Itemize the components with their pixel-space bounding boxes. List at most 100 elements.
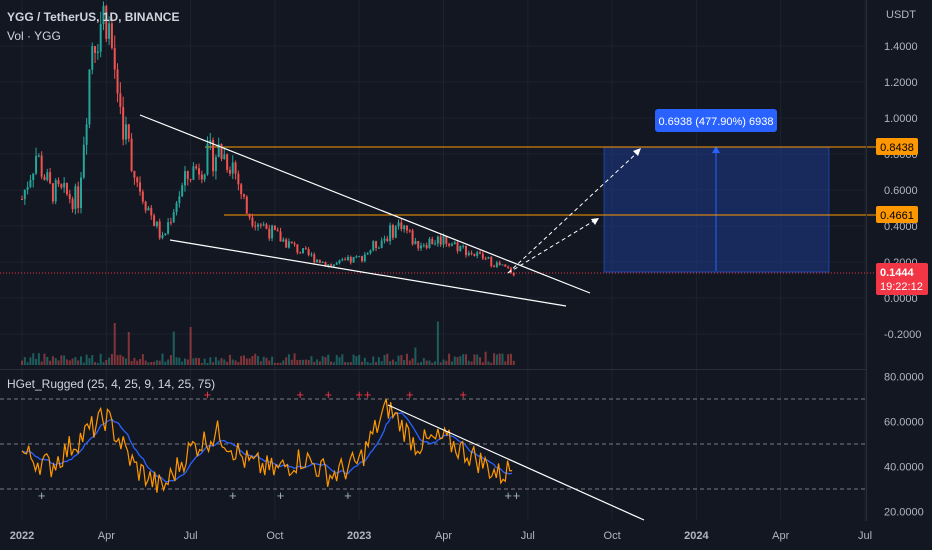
volume-bar xyxy=(484,351,487,365)
candle-body xyxy=(164,233,167,236)
indicator-tick-label: 80.0000 xyxy=(884,372,924,384)
candle-body xyxy=(234,162,237,174)
volume-bar xyxy=(35,358,38,365)
candle-body xyxy=(91,46,94,70)
indicator-legend[interactable]: HGet_Rugged (25, 4, 25, 9, 14, 25, 75) xyxy=(7,377,216,391)
rsi-ma-line[interactable] xyxy=(21,412,513,483)
volume-bar xyxy=(108,357,111,365)
volume-bar xyxy=(425,360,428,365)
time-tick-label: Jul xyxy=(858,530,872,542)
candle-body xyxy=(124,124,127,140)
time-axis[interactable]: 2022 Apr Jul Oct 2023 Apr Jul Oct 2024 Apr Jul xyxy=(10,530,872,542)
candle-body xyxy=(361,256,364,262)
volume-bar xyxy=(51,356,54,365)
volume-bar xyxy=(268,360,271,365)
volume-bar xyxy=(169,355,172,365)
candle-body xyxy=(74,186,77,210)
candle-body xyxy=(299,252,302,254)
candle-body xyxy=(411,230,414,245)
sell-signal-mark: + xyxy=(296,387,304,402)
candle-body xyxy=(189,179,192,181)
price-axis[interactable]: 1.40001.20001.00000.80000.60000.40000.20… xyxy=(884,41,921,341)
candle-body xyxy=(476,252,479,256)
symbol-title[interactable]: YGG / TetherUS, 1D, BINANCE xyxy=(7,10,179,24)
symbol-label: YGG / TetherUS, 1D, BINANCE xyxy=(7,10,180,24)
volume-bar xyxy=(504,361,507,365)
time-tick-label: Apr xyxy=(98,530,115,542)
candle-body xyxy=(102,5,105,25)
candle-body xyxy=(35,155,38,174)
volume-bar xyxy=(299,359,302,365)
candle-body xyxy=(307,249,310,255)
candle-body xyxy=(493,266,496,268)
volume-bar xyxy=(436,321,439,365)
volume-bar xyxy=(327,354,330,365)
candle-body xyxy=(186,171,189,180)
buy-signal-mark: + xyxy=(38,488,46,503)
indicator-axis[interactable]: 80.0000 60.0000 40.0000 20.0000 xyxy=(884,372,924,519)
volume-bar xyxy=(181,361,184,365)
candle-body xyxy=(214,157,217,172)
candle-body xyxy=(431,238,434,245)
time-tick-label: Oct xyxy=(604,530,621,542)
candle-body xyxy=(355,256,358,258)
candle-body xyxy=(386,238,389,242)
volume-bar xyxy=(49,360,52,365)
candle-body xyxy=(198,168,201,175)
volume-bar xyxy=(366,361,369,365)
volume-bar xyxy=(105,359,108,365)
candle-body xyxy=(32,173,35,181)
candle-body xyxy=(318,259,321,263)
volume-bar xyxy=(220,358,223,365)
candle-body xyxy=(237,173,240,185)
candle-body xyxy=(82,144,85,178)
candle-body xyxy=(29,180,32,188)
volume-bar xyxy=(195,357,198,365)
volume-bar xyxy=(285,357,288,365)
price-tick-label: 0.4000 xyxy=(884,221,918,233)
rsi-line[interactable] xyxy=(21,398,513,493)
candles xyxy=(21,1,515,277)
candle-body xyxy=(512,272,515,276)
candle-body xyxy=(226,154,229,170)
candle-body xyxy=(105,5,108,39)
volume-bar xyxy=(40,361,43,365)
candle-body xyxy=(391,225,394,238)
wedge-lower-line[interactable] xyxy=(169,239,567,307)
candle-body xyxy=(279,231,282,242)
price-tick-label: -0.2000 xyxy=(884,329,921,341)
volume-bar xyxy=(397,355,400,365)
wedge-upper-line[interactable] xyxy=(139,114,591,294)
candle-body xyxy=(479,252,482,254)
candle-body xyxy=(369,250,372,254)
volume-bar xyxy=(94,362,97,365)
volume-bar xyxy=(507,354,510,365)
volume-bar xyxy=(150,361,153,365)
volume-legend[interactable]: Vol · YGG xyxy=(7,29,61,43)
rsi-trend-line[interactable] xyxy=(387,404,645,521)
volume-bar xyxy=(459,356,462,365)
volume-bar xyxy=(147,362,150,365)
price-axis-border xyxy=(866,0,867,521)
volume-bar xyxy=(228,354,231,365)
volume-bar xyxy=(352,354,355,365)
volume-bar xyxy=(473,354,476,365)
buy-signal-mark: + xyxy=(229,488,237,503)
candle-body xyxy=(335,263,338,265)
candle-body xyxy=(46,172,49,180)
candle-body xyxy=(139,182,142,192)
candle-body xyxy=(178,196,181,203)
pane-divider[interactable] xyxy=(0,369,866,370)
volume-bar xyxy=(212,362,215,365)
volume-bar xyxy=(46,356,49,365)
volume-bar xyxy=(186,359,189,365)
candle-body xyxy=(271,225,274,239)
sell-signal-mark: + xyxy=(406,387,414,402)
candle-body xyxy=(445,236,448,244)
candle-body xyxy=(259,224,262,226)
volume-bar xyxy=(450,361,453,365)
measure-label: 0.6938 (477.90%) 6938 xyxy=(659,116,774,128)
volume-bar xyxy=(68,360,71,365)
volume-bar xyxy=(102,362,105,365)
